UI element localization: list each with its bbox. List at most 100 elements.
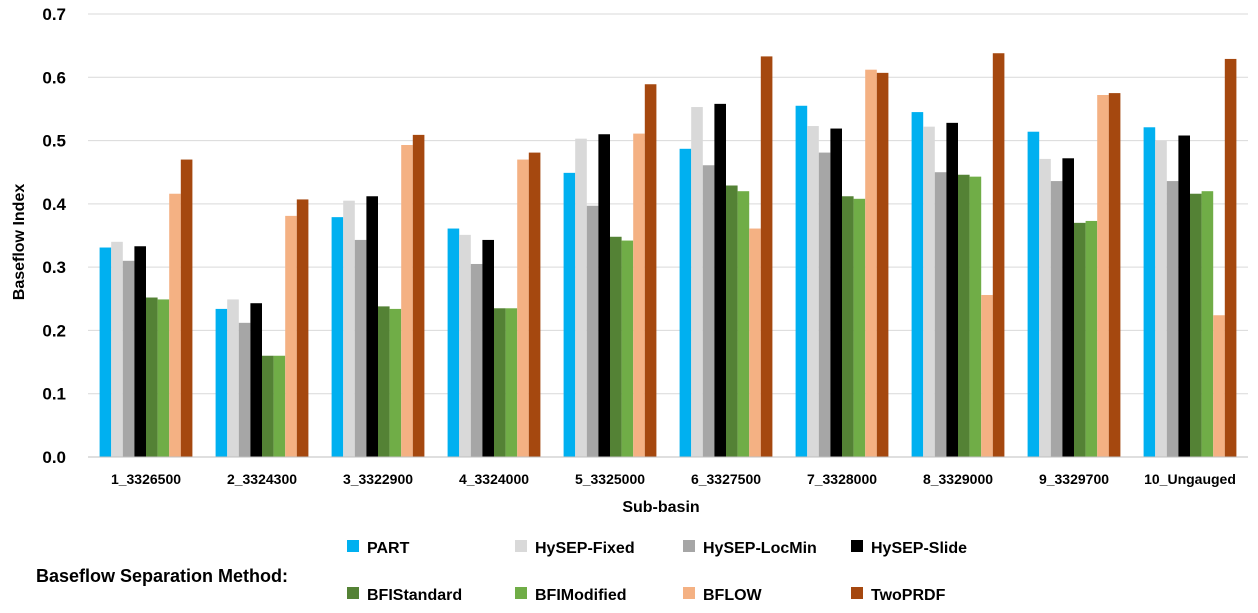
- bar-part-7_3328000: [795, 105, 808, 457]
- bar-hysep-fixed-8_3329000: [923, 126, 935, 458]
- bar-hysep-fixed-4_3324000: [459, 234, 471, 457]
- bar-hysep-locmin-9_3329700: [1050, 181, 1063, 457]
- legend-label: BFIStandard: [367, 587, 462, 604]
- y-tick-label: 0.6: [42, 68, 66, 87]
- bar-bfistandard-4_3324000: [494, 308, 506, 457]
- bar-part-6_3327500: [679, 148, 692, 457]
- bar-part-3_3322900: [331, 217, 344, 457]
- legend-swatch: [683, 540, 695, 552]
- bar-part-1_3326500: [99, 247, 112, 457]
- bar-hysep-slide-5_3325000: [598, 134, 610, 457]
- bar-hysep-locmin-4_3324000: [470, 263, 483, 457]
- bar-hysep-slide-6_3327500: [714, 103, 726, 457]
- bar-hysep-fixed-3_3322900: [343, 200, 355, 457]
- bar-bfimodified-8_3329000: [969, 176, 982, 457]
- bar-bfimodified-1_3326500: [157, 299, 170, 457]
- bar-bfistandard-5_3325000: [610, 236, 622, 457]
- bar-hysep-slide-10_ungauged: [1178, 135, 1190, 457]
- bars: [99, 53, 1237, 458]
- bar-bflow-5_3325000: [633, 133, 645, 458]
- legend-swatch: [683, 587, 695, 599]
- y-tick-label: 0.4: [42, 195, 66, 214]
- bar-hysep-locmin-10_ungauged: [1166, 181, 1179, 457]
- bar-hysep-locmin-1_3326500: [122, 260, 135, 457]
- bar-twoprdf-3_3322900: [412, 134, 425, 457]
- bar-hysep-locmin-7_3328000: [818, 152, 831, 458]
- bar-hysep-locmin-2_3324300: [238, 322, 251, 457]
- legend-label: BFIModified: [535, 587, 627, 604]
- y-tick-label: 0.7: [42, 5, 66, 24]
- legend-label: PART: [367, 540, 410, 557]
- x-category-label: 6_3327500: [691, 471, 761, 487]
- bar-twoprdf-1_3326500: [180, 159, 193, 458]
- x-category-label: 10_Ungauged: [1144, 471, 1236, 487]
- bar-hysep-locmin-3_3322900: [354, 239, 367, 457]
- bar-twoprdf-5_3325000: [644, 84, 657, 458]
- bar-hysep-slide-8_3329000: [946, 122, 958, 457]
- bar-bfistandard-8_3329000: [958, 174, 970, 457]
- bar-bflow-10_ungauged: [1213, 315, 1225, 457]
- bar-bfimodified-3_3322900: [389, 308, 402, 457]
- y-tick-label: 0.3: [42, 258, 66, 277]
- legend-label: HySEP-LocMin: [703, 540, 817, 557]
- x-category-label: 2_3324300: [227, 471, 297, 487]
- legend-label: HySEP-Slide: [871, 540, 967, 557]
- bar-twoprdf-8_3329000: [992, 53, 1005, 457]
- gridlines: [88, 13, 1248, 395]
- bar-twoprdf-9_3329700: [1108, 93, 1121, 457]
- bar-bflow-2_3324300: [285, 215, 297, 457]
- bar-hysep-fixed-9_3329700: [1039, 158, 1051, 457]
- bar-hysep-slide-2_3324300: [250, 303, 262, 457]
- bar-bfistandard-6_3327500: [726, 185, 738, 458]
- bar-hysep-slide-9_3329700: [1062, 158, 1074, 457]
- bar-bfistandard-9_3329700: [1074, 222, 1086, 457]
- bar-bfistandard-10_ungauged: [1190, 193, 1202, 457]
- x-category-label: 1_3326500: [111, 471, 181, 487]
- bar-bfistandard-1_3326500: [146, 297, 158, 457]
- bar-bflow-7_3328000: [865, 69, 877, 457]
- legend-swatch: [515, 587, 527, 599]
- bar-hysep-slide-4_3324000: [482, 239, 494, 457]
- bar-part-8_3329000: [911, 112, 924, 457]
- y-axis-title: Baseflow Index: [11, 184, 28, 301]
- legend-label: BFLOW: [703, 587, 763, 604]
- bar-hysep-slide-7_3328000: [830, 128, 842, 457]
- bar-bflow-6_3327500: [749, 228, 761, 457]
- bar-bfimodified-5_3325000: [621, 240, 634, 457]
- legend-swatch: [515, 540, 527, 552]
- y-tick-label: 0.1: [42, 385, 66, 404]
- bar-part-5_3325000: [563, 172, 576, 457]
- bar-part-10_ungauged: [1143, 127, 1156, 457]
- bar-bfimodified-2_3324300: [273, 355, 286, 457]
- bar-hysep-fixed-6_3327500: [691, 107, 703, 457]
- y-tick-label: 0.5: [42, 132, 66, 151]
- legend-swatch: [851, 587, 863, 599]
- bar-hysep-fixed-10_ungauged: [1155, 140, 1167, 458]
- legend-label: HySEP-Fixed: [535, 540, 635, 557]
- bar-hysep-slide-1_3326500: [134, 246, 146, 457]
- x-category-label: 3_3322900: [343, 471, 413, 487]
- bar-bfimodified-6_3327500: [737, 191, 750, 457]
- bar-bflow-1_3326500: [169, 193, 181, 457]
- x-axis-categories: 1_3326500 2_3324300 3_3322900 4_3324000 5_33…: [111, 471, 1236, 487]
- x-category-label: 4_3324000: [459, 471, 529, 487]
- bar-bfistandard-2_3324300: [262, 355, 274, 457]
- bar-bflow-3_3322900: [401, 145, 413, 457]
- legend-swatch: [347, 587, 359, 599]
- bar-hysep-locmin-5_3325000: [586, 205, 599, 457]
- bar-bflow-4_3324000: [517, 159, 529, 458]
- bar-bfimodified-9_3329700: [1085, 220, 1098, 457]
- bar-hysep-fixed-7_3328000: [807, 126, 819, 457]
- x-axis-title: Sub-basin: [622, 499, 699, 516]
- x-category-label: 7_3328000: [807, 471, 877, 487]
- bar-hysep-fixed-1_3326500: [111, 241, 123, 457]
- x-category-label: 9_3329700: [1039, 471, 1109, 487]
- legend-label: TwoPRDF: [871, 587, 946, 604]
- bar-twoprdf-7_3328000: [876, 72, 889, 457]
- x-category-label: 8_3329000: [923, 471, 993, 487]
- bar-part-9_3329700: [1027, 131, 1040, 457]
- legend-swatch: [851, 540, 863, 552]
- y-axis-ticks: 0.0 0.1 0.2 0.3 0.4 0.5 0.6 0.7: [42, 5, 66, 467]
- bar-bflow-9_3329700: [1097, 95, 1109, 458]
